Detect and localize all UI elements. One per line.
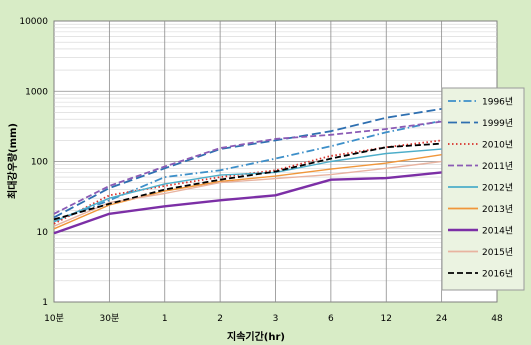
y-tick-label: 10000 — [19, 17, 48, 27]
x-tick-label: 12 — [381, 314, 392, 324]
y-axis-title: 최대강우량(mm) — [6, 123, 19, 199]
x-tick-label: 30분 — [100, 313, 120, 324]
x-tick-label: 3 — [273, 314, 279, 324]
series-line — [53, 104, 498, 215]
legend-label: 2011년 — [482, 161, 513, 172]
y-tick-labels: 1 10 100 1000 10000 — [19, 17, 48, 308]
series-line — [53, 144, 498, 230]
legend-label: 2012년 — [482, 183, 513, 194]
legend-label: 2013년 — [482, 204, 513, 215]
x-tick-label: 2 — [217, 314, 223, 324]
x-tick-label: 1 — [162, 314, 168, 324]
x-tick-labels: 10분 30분 1 2 3 6 12 24 48 — [44, 313, 503, 324]
legend-label: 2016년 — [482, 269, 513, 280]
legend-label: 1996년 — [482, 97, 513, 108]
series-line — [53, 142, 497, 221]
legend-label: 2014년 — [482, 226, 513, 237]
legend-label: 1999년 — [482, 118, 513, 129]
y-tick-label: 100 — [31, 158, 48, 168]
legend-label: 2015년 — [482, 247, 513, 258]
series-line — [53, 132, 498, 225]
legend: 1996년 1999년 2010년 2011년 2012년 2013년 2014년 2015년… — [441, 87, 525, 291]
x-tick-label: 24 — [436, 314, 448, 324]
series-lines — [53, 97, 498, 235]
x-axis-title: 지속기간(hr) — [227, 330, 285, 343]
series-line — [53, 97, 498, 219]
y-tick-label: 1 — [42, 298, 48, 308]
y-tick-label: 10 — [37, 228, 49, 238]
y-tick-label: 1000 — [25, 87, 48, 97]
x-tick-label: 48 — [491, 314, 503, 324]
x-tick-label: 10분 — [44, 313, 64, 324]
legend-label: 2010년 — [482, 140, 513, 151]
x-tick-label: 6 — [328, 314, 334, 324]
series-line — [53, 165, 498, 235]
